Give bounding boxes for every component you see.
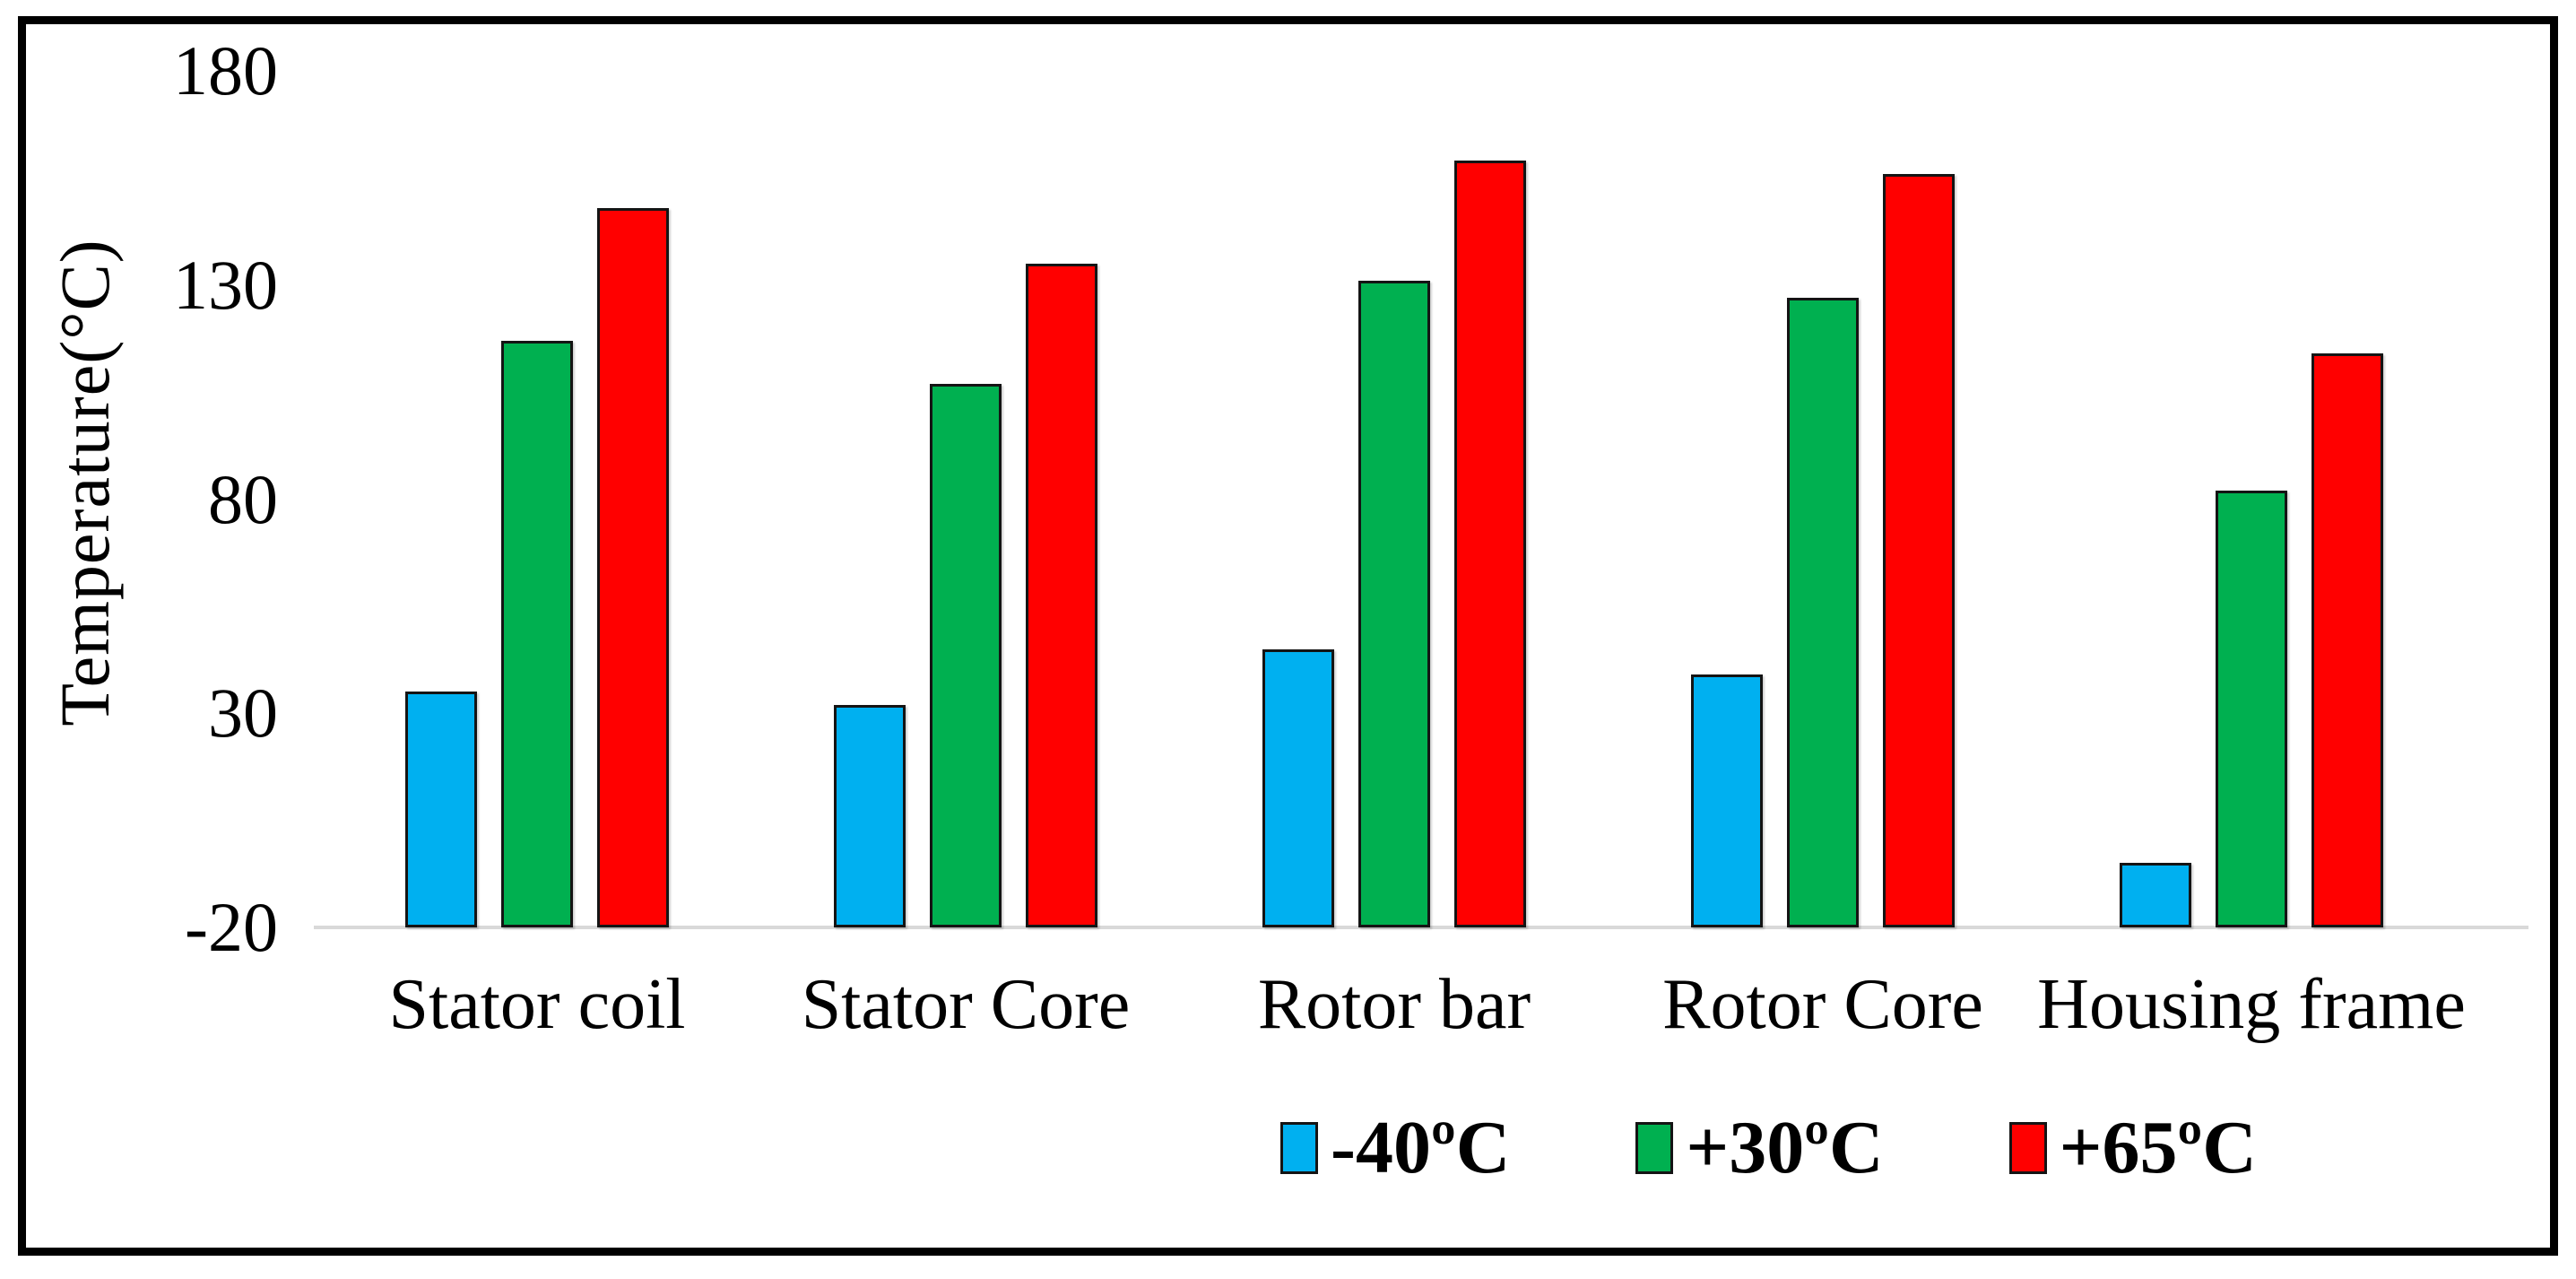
legend-swatch-icon [1280, 1122, 1318, 1174]
legend-label: -40ºC [1331, 1106, 1511, 1189]
plot-area [323, 71, 2466, 927]
legend: -40ºC +30ºC +65ºC [1280, 1110, 2257, 1186]
y-tick-label: -20 [185, 888, 278, 966]
category-label: Housing frame [2037, 965, 2466, 1044]
bar [1691, 674, 1763, 927]
bar [1358, 280, 1430, 927]
y-tick-label: 30 [208, 674, 278, 753]
figure-frame [18, 16, 2558, 1256]
legend-swatch-icon [2008, 1122, 2047, 1174]
bar [501, 340, 573, 927]
bar-group [751, 71, 1180, 927]
bar [1454, 161, 1526, 927]
bar-group [1609, 71, 2037, 927]
legend-item: +30ºC [1635, 1106, 1884, 1189]
bar [1787, 298, 1859, 927]
bar [2216, 490, 2287, 927]
bar [1262, 648, 1334, 927]
bar [405, 692, 477, 927]
bar [1026, 263, 1097, 927]
legend-label: +65ºC [2059, 1106, 2257, 1189]
bar-group [323, 71, 751, 927]
x-axis-baseline [314, 926, 2528, 929]
y-tick-label: 180 [173, 31, 278, 109]
bar-group [1180, 71, 1609, 927]
bar [930, 383, 1002, 927]
bar [2120, 863, 2191, 927]
category-label: Stator Core [801, 965, 1131, 1044]
category-label: Stator coil [388, 965, 686, 1044]
y-tick-label: 130 [173, 245, 278, 324]
legend-item: -40ºC [1280, 1110, 1510, 1186]
legend-item: +65ºC [2008, 1106, 2257, 1189]
bar [597, 207, 669, 927]
legend-label: +30ºC [1686, 1106, 1884, 1189]
legend-swatch-icon [1635, 1122, 1674, 1174]
category-label: Rotor bar [1257, 965, 1531, 1044]
category-label: Rotor Core [1662, 965, 1983, 1044]
bar-group [2037, 71, 2466, 927]
bar [1883, 173, 1955, 927]
bar [2311, 353, 2383, 927]
y-tick-label: 80 [208, 459, 278, 538]
bar [834, 704, 906, 927]
x-axis-category-labels: Stator coil Stator Core Rotor bar Rotor Cor… [323, 965, 2466, 1044]
